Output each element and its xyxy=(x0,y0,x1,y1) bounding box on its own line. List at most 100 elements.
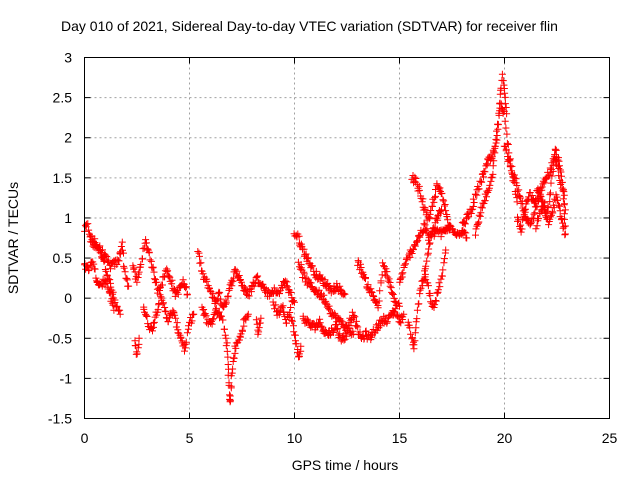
data-point xyxy=(493,127,500,135)
data-point xyxy=(353,322,361,330)
data-point xyxy=(558,172,565,180)
data-point xyxy=(532,195,540,203)
data-point xyxy=(431,194,439,202)
data-point xyxy=(498,70,506,78)
data-point xyxy=(159,281,166,289)
data-point xyxy=(149,319,157,327)
data-point xyxy=(506,157,514,165)
data-point xyxy=(142,236,150,244)
data-point xyxy=(183,290,191,298)
data-point xyxy=(558,215,566,222)
data-point xyxy=(120,249,127,257)
data-point xyxy=(135,334,143,342)
data-point xyxy=(461,228,468,236)
data-point xyxy=(137,261,145,268)
data-point xyxy=(553,161,561,169)
data-point xyxy=(478,178,486,186)
data-point xyxy=(537,193,545,201)
data-point xyxy=(477,203,485,211)
data-point xyxy=(411,329,419,337)
data-point xyxy=(219,316,227,324)
data-point xyxy=(307,279,315,287)
data-point xyxy=(411,242,419,250)
x-tick-label: 20 xyxy=(497,430,513,446)
data-point xyxy=(146,256,154,264)
data-point xyxy=(398,273,406,281)
data-point xyxy=(101,266,109,273)
data-point xyxy=(517,228,525,236)
data-point xyxy=(145,249,153,257)
data-point xyxy=(102,251,110,259)
data-point xyxy=(512,190,520,198)
data-point xyxy=(338,318,346,326)
y-tick-label: 2.5 xyxy=(53,90,73,106)
data-point xyxy=(383,318,391,326)
data-point xyxy=(153,278,160,286)
data-point xyxy=(283,278,291,286)
x-tick-label: 0 xyxy=(81,430,89,446)
data-point xyxy=(147,257,155,265)
data-point xyxy=(224,292,232,300)
data-point xyxy=(546,198,554,206)
data-point xyxy=(91,265,99,273)
data-point xyxy=(295,232,303,240)
x-tick-label: 25 xyxy=(602,430,618,446)
data-point xyxy=(540,179,548,187)
data-point xyxy=(546,213,554,221)
y-tick-label: 0 xyxy=(64,290,72,306)
data-point xyxy=(444,223,452,231)
data-point xyxy=(481,168,489,176)
data-point xyxy=(209,293,217,301)
data-point xyxy=(165,272,173,280)
data-point xyxy=(290,328,298,336)
data-point xyxy=(303,274,311,282)
data-point xyxy=(499,77,507,85)
data-point xyxy=(297,342,305,350)
data-point xyxy=(552,146,560,154)
data-point xyxy=(367,288,375,296)
data-point xyxy=(385,275,393,283)
data-point xyxy=(536,192,544,200)
data-point xyxy=(107,265,114,273)
data-point xyxy=(239,327,246,335)
data-point xyxy=(177,333,185,341)
data-point xyxy=(168,276,176,284)
data-point xyxy=(290,322,297,330)
y-tick-label: -1 xyxy=(60,370,73,386)
data-point xyxy=(503,130,511,138)
data-point xyxy=(396,302,403,310)
data-point xyxy=(332,321,340,328)
data-point xyxy=(436,184,444,192)
data-point xyxy=(433,180,441,188)
data-point xyxy=(84,220,92,228)
y-axis-label: SDTVAR / TECUs xyxy=(5,182,21,294)
data-point xyxy=(412,324,420,332)
data-point xyxy=(316,315,324,323)
data-point xyxy=(130,264,138,272)
data-point xyxy=(286,309,294,316)
x-tick-label: 5 xyxy=(186,430,194,446)
data-point xyxy=(406,253,414,261)
data-point xyxy=(316,319,324,327)
data-point xyxy=(230,354,238,362)
data-point xyxy=(535,215,542,223)
data-point xyxy=(252,316,260,324)
data-point xyxy=(501,117,509,125)
data-point xyxy=(308,283,316,290)
data-point xyxy=(439,196,447,204)
data-point xyxy=(401,260,409,268)
data-point xyxy=(495,111,503,119)
data-point xyxy=(391,305,399,313)
data-point xyxy=(427,207,435,214)
data-point xyxy=(513,198,521,206)
data-point xyxy=(331,309,339,317)
data-point xyxy=(438,272,446,280)
data-point xyxy=(203,277,211,285)
data-point xyxy=(561,200,568,208)
data-point xyxy=(340,336,348,344)
data-point xyxy=(283,319,290,327)
data-point xyxy=(150,318,158,326)
data-point xyxy=(333,325,341,333)
data-point xyxy=(118,238,126,246)
data-point xyxy=(488,153,496,161)
